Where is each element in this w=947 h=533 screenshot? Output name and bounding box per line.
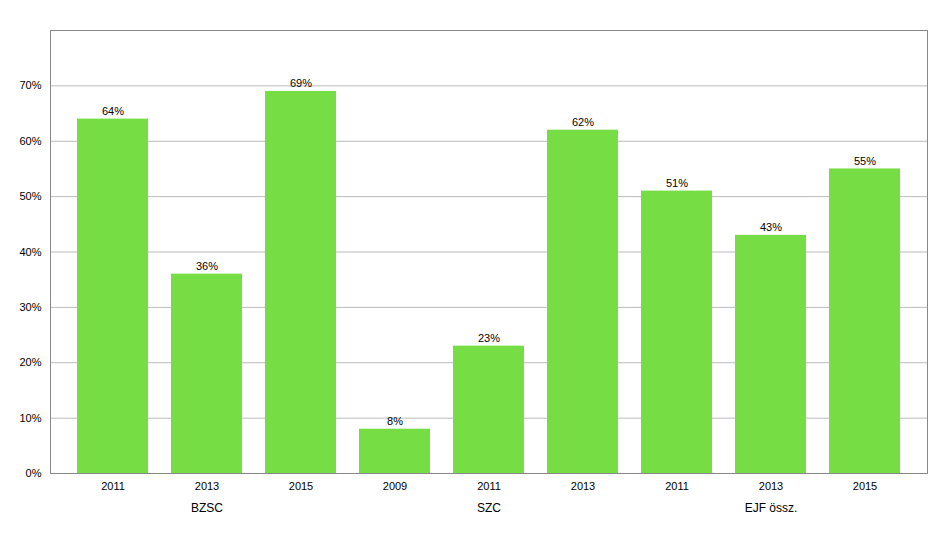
svg-text:23%: 23%	[478, 332, 500, 344]
svg-text:2013: 2013	[759, 480, 783, 492]
svg-text:30%: 30%	[19, 301, 41, 313]
svg-text:51%: 51%	[666, 177, 688, 189]
svg-text:69%: 69%	[290, 77, 312, 89]
svg-text:43%: 43%	[760, 221, 782, 233]
svg-text:55%: 55%	[854, 155, 876, 167]
svg-text:2013: 2013	[195, 480, 219, 492]
svg-text:BZSC: BZSC	[191, 501, 223, 515]
svg-text:2011: 2011	[665, 480, 689, 492]
svg-text:50%: 50%	[19, 190, 41, 202]
svg-text:8%: 8%	[387, 415, 403, 427]
svg-text:2013: 2013	[571, 480, 595, 492]
svg-text:62%: 62%	[572, 116, 594, 128]
svg-text:2015: 2015	[289, 480, 313, 492]
svg-text:40%: 40%	[19, 246, 41, 258]
svg-text:2015: 2015	[853, 480, 877, 492]
svg-text:70%: 70%	[19, 79, 41, 91]
svg-text:60%: 60%	[19, 135, 41, 147]
svg-text:2011: 2011	[477, 480, 501, 492]
svg-text:2009: 2009	[383, 480, 407, 492]
svg-text:64%: 64%	[102, 105, 124, 117]
svg-text:10%: 10%	[19, 412, 41, 424]
svg-text:20%: 20%	[19, 356, 41, 368]
svg-text:2011: 2011	[101, 480, 125, 492]
svg-text:36%: 36%	[196, 260, 218, 272]
svg-text:EJF össz.: EJF össz.	[745, 501, 798, 515]
svg-text:SZC: SZC	[477, 501, 501, 515]
svg-text:0%: 0%	[26, 467, 42, 479]
